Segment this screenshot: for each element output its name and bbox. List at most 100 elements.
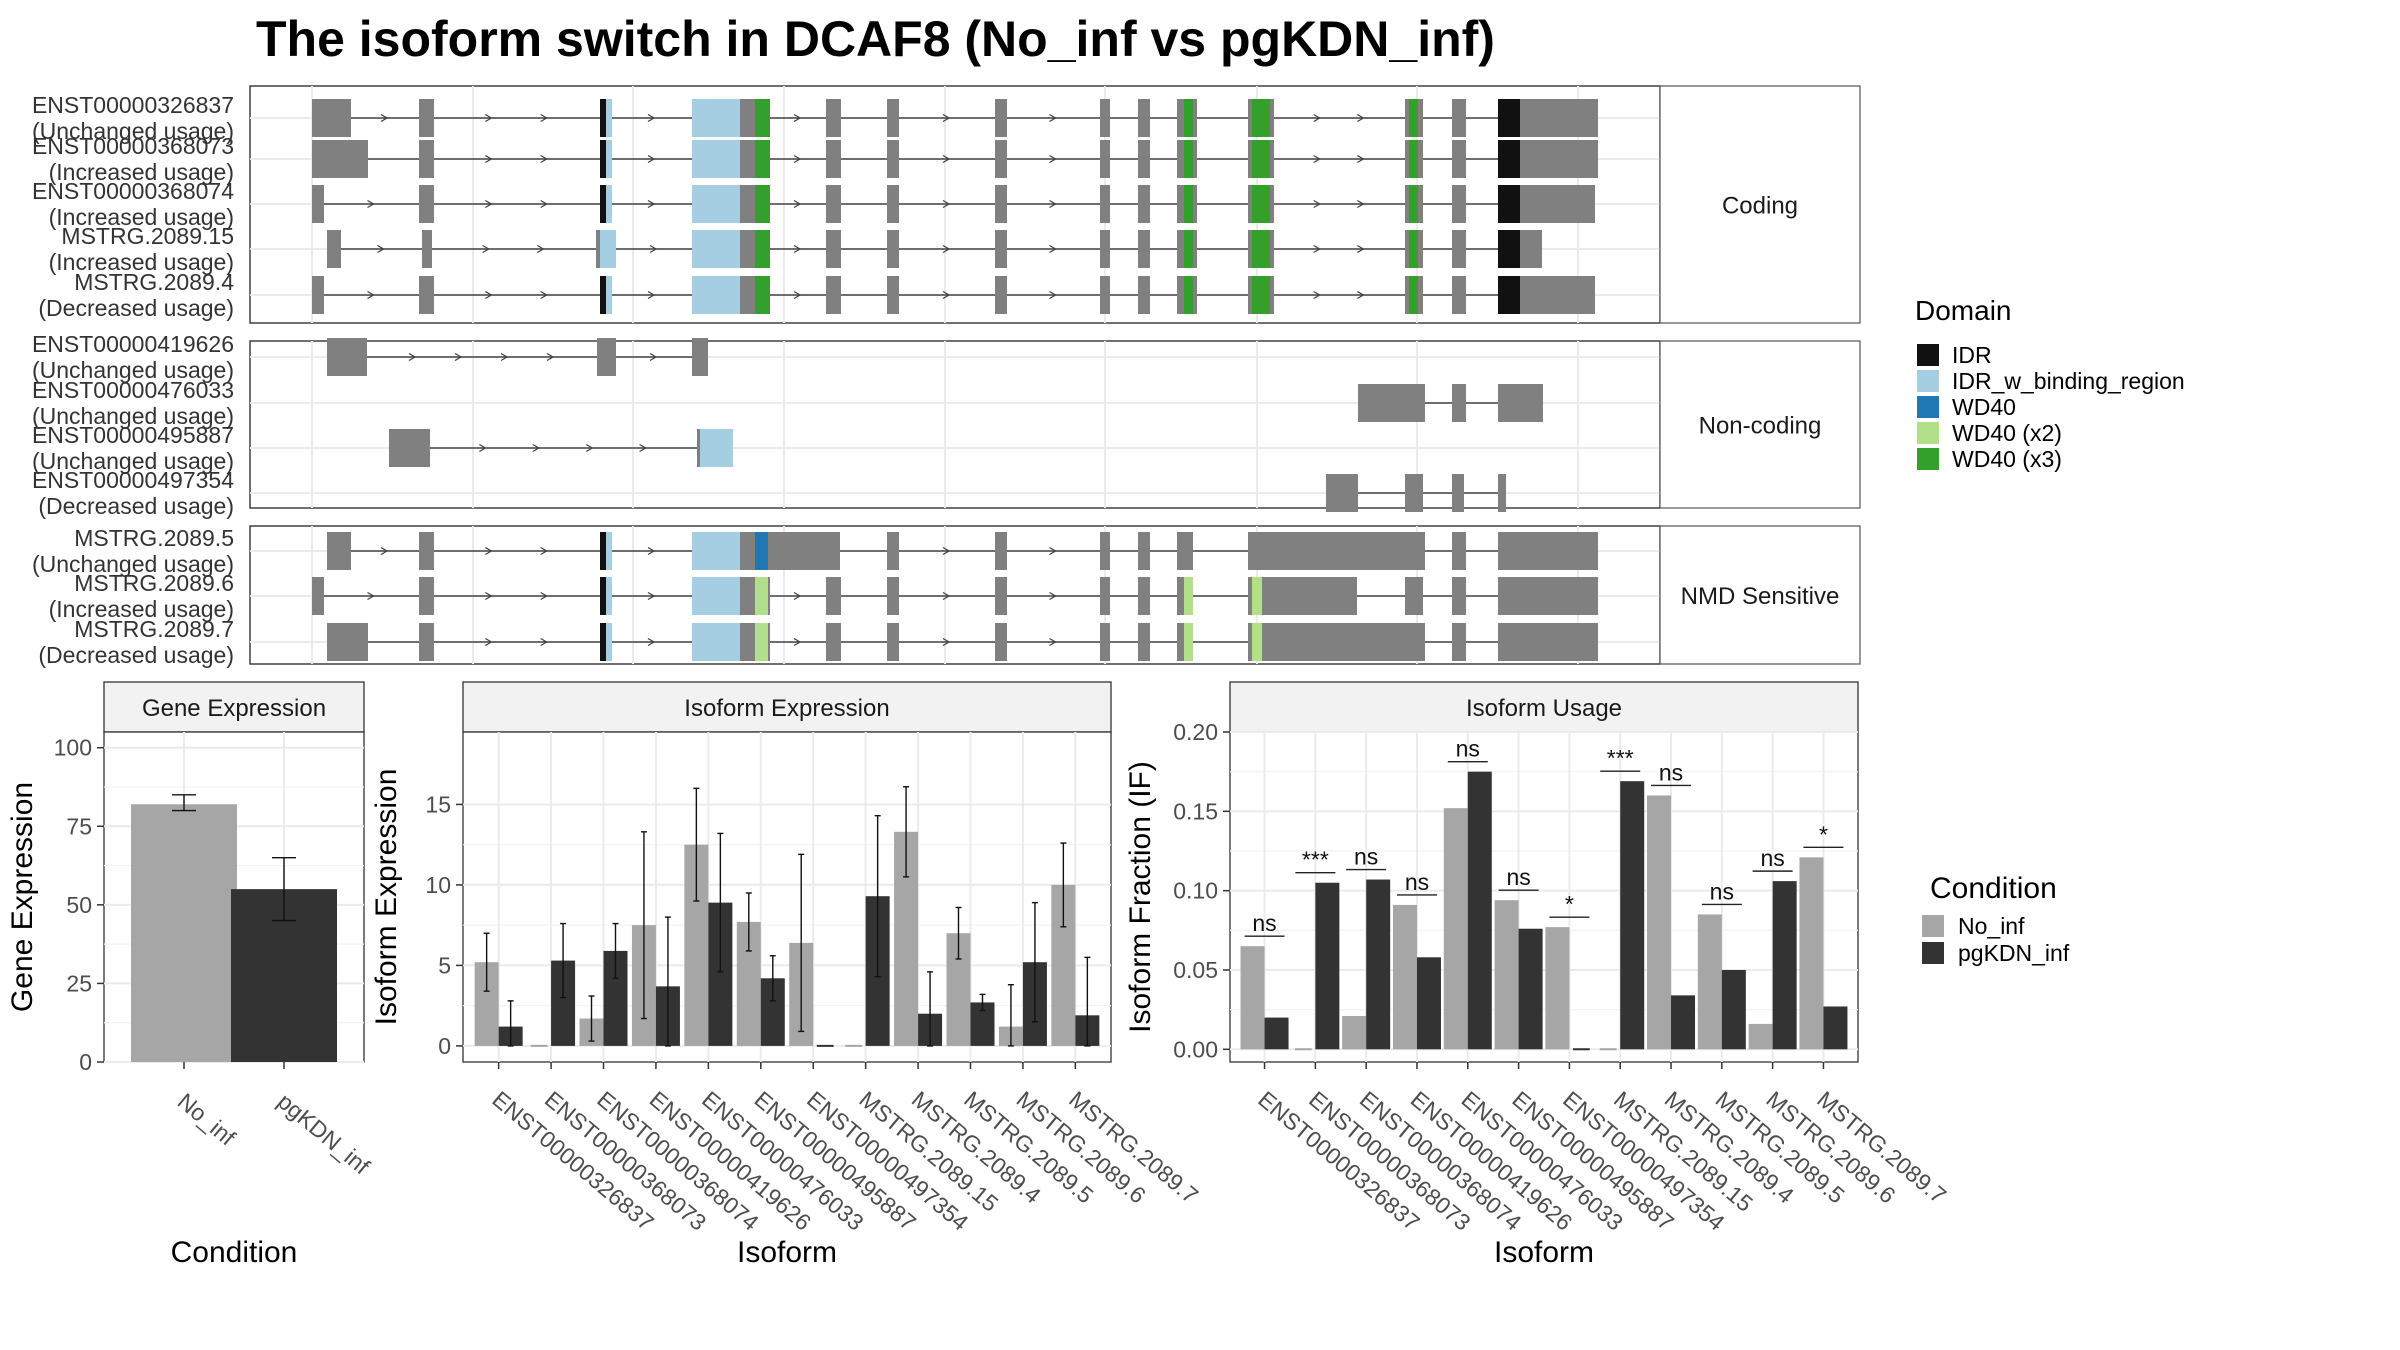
protein-domain — [692, 623, 740, 661]
protein-domain — [755, 230, 770, 268]
isoform-id-label: MSTRG.2089.15 — [61, 223, 234, 249]
bar — [1467, 771, 1492, 1050]
exon — [887, 99, 899, 137]
gene-expression-ylabel: Gene Expression — [6, 782, 39, 1012]
protein-domain — [1252, 276, 1270, 314]
isoform-structure-row — [312, 577, 1598, 615]
exon — [1498, 474, 1506, 512]
exon — [1452, 532, 1466, 570]
condition-legend-label: No_inf — [1958, 913, 2025, 939]
bar — [131, 804, 237, 1062]
exon — [826, 140, 841, 178]
protein-domain — [755, 140, 770, 178]
y-tick-label: 5 — [438, 952, 451, 978]
error-bar — [612, 922, 619, 979]
bar — [1799, 857, 1824, 1050]
exon — [995, 623, 1007, 661]
protein-domain — [692, 140, 740, 178]
bar — [1545, 927, 1570, 1050]
isoform-structure-row — [327, 532, 1598, 570]
exon — [327, 532, 351, 570]
exon — [1138, 532, 1150, 570]
exon — [995, 276, 1007, 314]
isoform-id-label: MSTRG.2089.7 — [74, 616, 234, 642]
exon — [1270, 230, 1274, 268]
domain-legend-key — [1917, 396, 1939, 418]
protein-domain — [1252, 623, 1262, 661]
bar — [1240, 946, 1265, 1050]
exon — [1452, 99, 1466, 137]
exon — [1193, 140, 1197, 178]
protein-domain — [1498, 230, 1520, 268]
isoform-usage-label: (Increased usage) — [49, 249, 234, 275]
domain-legend-label: IDR_w_binding_region — [1952, 368, 2185, 394]
bar — [1264, 1017, 1289, 1050]
isoform-usage-label: (Decreased usage) — [38, 295, 234, 321]
significance-label: ns — [1405, 869, 1429, 895]
protein-domain — [600, 532, 608, 570]
isoform-usage-label: (Increased usage) — [49, 204, 234, 230]
significance-label: ns — [1456, 736, 1480, 762]
error-bar — [507, 1000, 514, 1047]
isoform-expression-strip — [462, 681, 1112, 733]
y-tick-label: 0.20 — [1173, 719, 1218, 745]
protein-domain — [1498, 99, 1520, 137]
exon — [1498, 623, 1598, 661]
exon — [1177, 532, 1193, 570]
isoform-usage-strip — [1229, 681, 1859, 733]
isoform-usage-title: Isoform Usage — [1466, 695, 1622, 722]
protein-domain — [755, 99, 770, 137]
exon — [995, 99, 1007, 137]
exon — [1138, 185, 1150, 223]
y-tick-label: 50 — [66, 892, 92, 918]
exon — [887, 140, 899, 178]
protein-domain — [606, 140, 612, 178]
exon — [419, 276, 434, 314]
protein-domain — [600, 577, 608, 615]
exon — [1418, 140, 1423, 178]
isoform-id-label: MSTRG.2089.4 — [74, 269, 234, 295]
exon — [1138, 99, 1150, 137]
exon — [327, 230, 341, 268]
exon — [419, 140, 434, 178]
isoform-expression-title: Isoform Expression — [684, 695, 889, 722]
isoform-id-label: MSTRG.2089.6 — [74, 570, 234, 596]
isoform-usage-label: (Decreased usage) — [38, 642, 234, 668]
bar — [1721, 969, 1746, 1050]
protein-domain — [1184, 99, 1193, 137]
exon — [1100, 276, 1110, 314]
exon — [826, 577, 841, 615]
exon — [995, 532, 1007, 570]
exon — [1418, 230, 1423, 268]
y-tick-label: 75 — [66, 813, 92, 839]
gene-expression-strip — [103, 681, 365, 733]
exon — [770, 532, 790, 570]
isoform-usage-label: (Unchanged usage) — [32, 403, 234, 429]
protein-domain — [1409, 140, 1418, 178]
exon — [692, 338, 708, 376]
error-bar — [1031, 901, 1038, 1023]
exon — [1100, 230, 1110, 268]
y-tick-label: 10 — [425, 872, 451, 898]
structure-panel-2 — [249, 340, 1661, 509]
isoform-structure-row — [1358, 384, 1543, 422]
exon — [887, 532, 899, 570]
exon — [1520, 99, 1598, 137]
isoform-structure-row — [312, 140, 1598, 178]
exon — [1520, 140, 1598, 178]
bar — [1366, 879, 1391, 1050]
exon — [826, 185, 841, 223]
exon — [995, 185, 1007, 223]
bar — [1315, 882, 1340, 1050]
exon — [1100, 185, 1110, 223]
protein-domain — [606, 532, 612, 570]
exon — [419, 185, 434, 223]
exon — [1100, 532, 1110, 570]
y-tick-label: 100 — [54, 735, 92, 761]
domain-legend-label: IDR — [1952, 342, 1992, 368]
error-bar — [903, 786, 910, 878]
exon — [1100, 623, 1110, 661]
bar — [1772, 881, 1797, 1050]
